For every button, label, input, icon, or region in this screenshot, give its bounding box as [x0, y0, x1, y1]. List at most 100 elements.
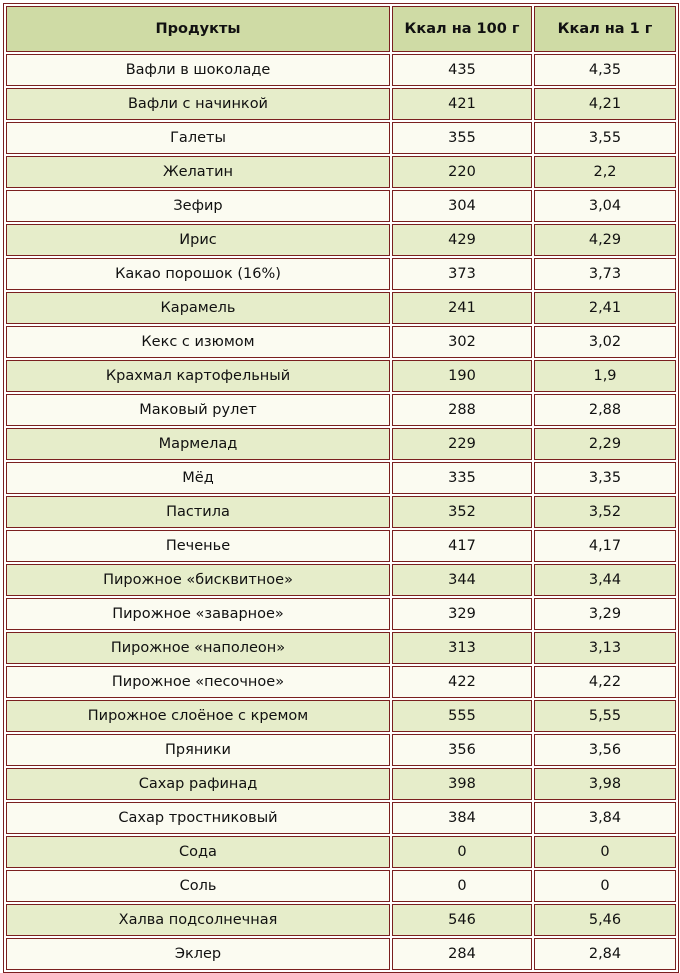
- cell-kcal-100g: 190: [392, 360, 532, 392]
- table-row: Пирожное «бисквитное» 344 3,44: [6, 564, 676, 596]
- table-row: Сода 0 0: [6, 836, 676, 868]
- cell-kcal-100g: 398: [392, 768, 532, 800]
- cell-product: Галеты: [6, 122, 390, 154]
- table-row: Халва подсолнечная 546 5,46: [6, 904, 676, 936]
- table-row: Мармелад 229 2,29: [6, 428, 676, 460]
- cell-kcal-1g: 2,29: [534, 428, 676, 460]
- table-row: Пастила 352 3,52: [6, 496, 676, 528]
- cell-product: Пастила: [6, 496, 390, 528]
- cell-kcal-1g: 2,41: [534, 292, 676, 324]
- cell-kcal-1g: 5,46: [534, 904, 676, 936]
- cell-kcal-1g: 0: [534, 836, 676, 868]
- cell-product: Сода: [6, 836, 390, 868]
- cell-kcal-100g: 335: [392, 462, 532, 494]
- cell-kcal-1g: 2,2: [534, 156, 676, 188]
- cell-product: Пирожное слоёное с кремом: [6, 700, 390, 732]
- cell-kcal-100g: 304: [392, 190, 532, 222]
- cell-product: Эклер: [6, 938, 390, 970]
- cell-product: Пирожное «песочное»: [6, 666, 390, 698]
- table-header-row: Продукты Ккал на 100 г Ккал на 1 г: [6, 6, 676, 52]
- cell-kcal-100g: 555: [392, 700, 532, 732]
- cell-kcal-1g: 2,84: [534, 938, 676, 970]
- cell-product: Халва подсолнечная: [6, 904, 390, 936]
- cell-kcal-100g: 356: [392, 734, 532, 766]
- cell-kcal-1g: 3,35: [534, 462, 676, 494]
- cell-product: Вафли с начинкой: [6, 88, 390, 120]
- cell-product: Пирожное «наполеон»: [6, 632, 390, 664]
- cell-kcal-1g: 4,29: [534, 224, 676, 256]
- table-row: Кекс с изюмом 302 3,02: [6, 326, 676, 358]
- cell-product: Мармелад: [6, 428, 390, 460]
- table-row: Галеты 355 3,55: [6, 122, 676, 154]
- cell-kcal-100g: 352: [392, 496, 532, 528]
- cell-product: Крахмал картофельный: [6, 360, 390, 392]
- table-row: Зефир 304 3,04: [6, 190, 676, 222]
- cell-kcal-100g: 546: [392, 904, 532, 936]
- table-row: Соль 0 0: [6, 870, 676, 902]
- header-kcal-per-1g: Ккал на 1 г: [534, 6, 676, 52]
- cell-kcal-100g: 0: [392, 836, 532, 868]
- cell-kcal-1g: 3,84: [534, 802, 676, 834]
- table-row: Мёд 335 3,35: [6, 462, 676, 494]
- cell-kcal-100g: 417: [392, 530, 532, 562]
- cell-kcal-100g: 422: [392, 666, 532, 698]
- cell-kcal-100g: 313: [392, 632, 532, 664]
- cell-kcal-1g: 3,56: [534, 734, 676, 766]
- table-row: Пирожное «наполеон» 313 3,13: [6, 632, 676, 664]
- cell-product: Желатин: [6, 156, 390, 188]
- calorie-table-container: Продукты Ккал на 100 г Ккал на 1 г Вафли…: [3, 3, 679, 973]
- table-row: Пирожное слоёное с кремом 555 5,55: [6, 700, 676, 732]
- cell-kcal-100g: 329: [392, 598, 532, 630]
- cell-product: Сахар рафинад: [6, 768, 390, 800]
- table-row: Сахар рафинад 398 3,98: [6, 768, 676, 800]
- cell-product: Печенье: [6, 530, 390, 562]
- cell-product: Маковый рулет: [6, 394, 390, 426]
- header-products: Продукты: [6, 6, 390, 52]
- table-row: Эклер 284 2,84: [6, 938, 676, 970]
- cell-kcal-1g: 3,55: [534, 122, 676, 154]
- cell-kcal-100g: 241: [392, 292, 532, 324]
- cell-product: Пряники: [6, 734, 390, 766]
- cell-product: Карамель: [6, 292, 390, 324]
- table-row: Вафли с начинкой 421 4,21: [6, 88, 676, 120]
- cell-kcal-1g: 3,73: [534, 258, 676, 290]
- cell-kcal-1g: 3,29: [534, 598, 676, 630]
- cell-kcal-100g: 288: [392, 394, 532, 426]
- cell-kcal-1g: 3,52: [534, 496, 676, 528]
- cell-product: Зефир: [6, 190, 390, 222]
- cell-kcal-100g: 284: [392, 938, 532, 970]
- calorie-table: Продукты Ккал на 100 г Ккал на 1 г Вафли…: [3, 3, 679, 973]
- cell-kcal-1g: 3,13: [534, 632, 676, 664]
- cell-kcal-1g: 3,04: [534, 190, 676, 222]
- table-row: Пирожное «заварное» 329 3,29: [6, 598, 676, 630]
- table-row: Ирис 429 4,29: [6, 224, 676, 256]
- cell-kcal-100g: 384: [392, 802, 532, 834]
- table-row: Печенье 417 4,17: [6, 530, 676, 562]
- header-kcal-per-100g: Ккал на 100 г: [392, 6, 532, 52]
- table-row: Маковый рулет 288 2,88: [6, 394, 676, 426]
- cell-kcal-100g: 220: [392, 156, 532, 188]
- cell-kcal-1g: 4,35: [534, 54, 676, 86]
- cell-product: Какао порошок (16%): [6, 258, 390, 290]
- table-row: Крахмал картофельный 190 1,9: [6, 360, 676, 392]
- table-body: Вафли в шоколаде 435 4,35 Вафли с начинкой 4…: [6, 54, 676, 970]
- cell-product: Пирожное «бисквитное»: [6, 564, 390, 596]
- cell-kcal-100g: 421: [392, 88, 532, 120]
- table-row: Вафли в шоколаде 435 4,35: [6, 54, 676, 86]
- table-row: Желатин 220 2,2: [6, 156, 676, 188]
- cell-product: Ирис: [6, 224, 390, 256]
- cell-kcal-1g: 3,98: [534, 768, 676, 800]
- cell-kcal-1g: 5,55: [534, 700, 676, 732]
- table-row: Сахар тростниковый 384 3,84: [6, 802, 676, 834]
- cell-product: Кекс с изюмом: [6, 326, 390, 358]
- table-row: Какао порошок (16%) 373 3,73: [6, 258, 676, 290]
- cell-kcal-100g: 229: [392, 428, 532, 460]
- cell-kcal-1g: 2,88: [534, 394, 676, 426]
- cell-kcal-1g: 0: [534, 870, 676, 902]
- cell-kcal-100g: 373: [392, 258, 532, 290]
- cell-kcal-1g: 4,17: [534, 530, 676, 562]
- cell-product: Вафли в шоколаде: [6, 54, 390, 86]
- cell-kcal-1g: 3,44: [534, 564, 676, 596]
- cell-product: Мёд: [6, 462, 390, 494]
- cell-product: Пирожное «заварное»: [6, 598, 390, 630]
